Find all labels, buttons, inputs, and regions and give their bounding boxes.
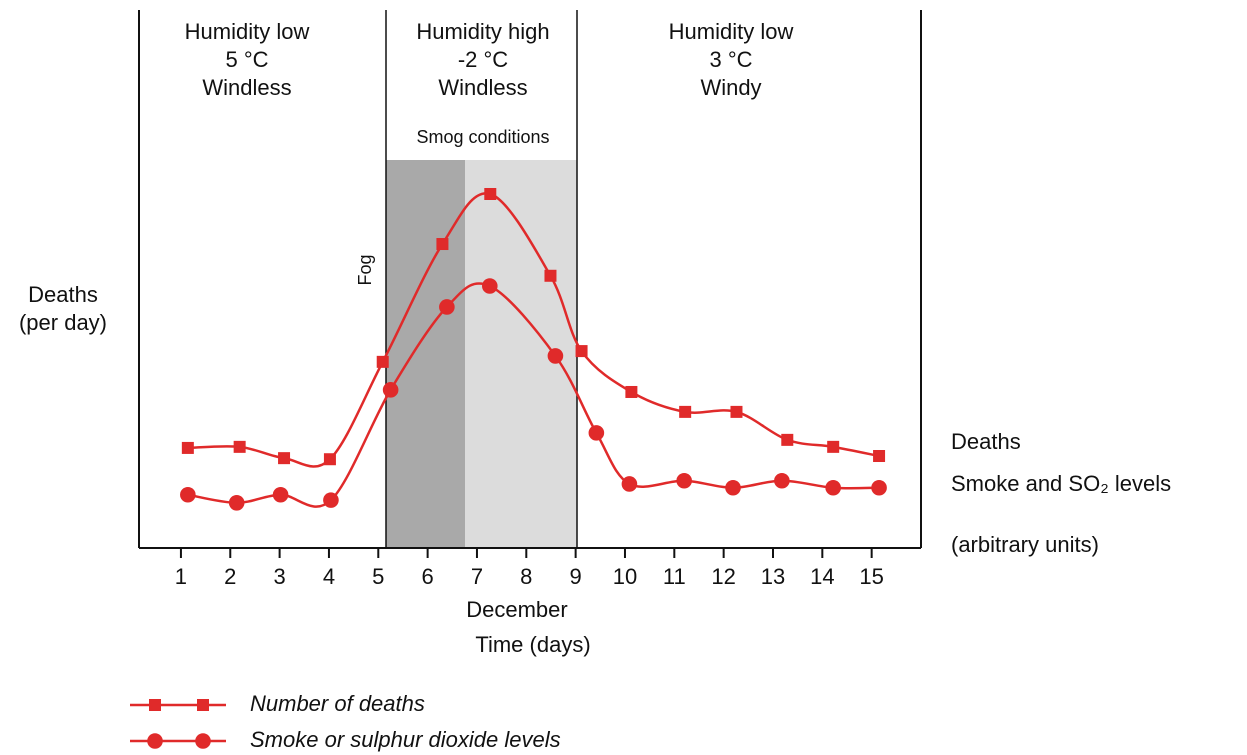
region-text: Humidity low bbox=[669, 19, 794, 44]
marker bbox=[781, 433, 794, 446]
region-text: 3 °C bbox=[709, 47, 752, 72]
marker bbox=[382, 382, 399, 398]
y-label: Deaths bbox=[28, 282, 98, 307]
smog-label: Smog conditions bbox=[416, 127, 549, 147]
marker bbox=[621, 476, 638, 492]
marker bbox=[676, 472, 692, 489]
region-text: Humidity low bbox=[185, 19, 310, 44]
region-text: Windless bbox=[202, 75, 291, 100]
marker bbox=[679, 405, 692, 418]
x-tick-label: 4 bbox=[323, 564, 335, 589]
marker bbox=[278, 452, 291, 465]
fog-label: Fog bbox=[355, 254, 375, 285]
marker bbox=[871, 479, 887, 496]
x-tick-label: 11 bbox=[663, 564, 686, 589]
x-tick-label: 8 bbox=[520, 564, 532, 589]
marker bbox=[147, 733, 163, 749]
marker bbox=[547, 348, 564, 364]
right-label: Smoke and SO₂ levels bbox=[951, 471, 1171, 496]
region-text: Humidity high bbox=[416, 19, 549, 44]
marker bbox=[181, 441, 194, 454]
x-tick-label: 6 bbox=[421, 564, 433, 589]
x-tick-label: 10 bbox=[613, 564, 637, 589]
marker bbox=[544, 269, 557, 282]
marker bbox=[195, 733, 211, 749]
marker bbox=[825, 479, 841, 496]
x-tick-label: 15 bbox=[859, 564, 883, 589]
marker bbox=[180, 486, 196, 503]
marker bbox=[873, 450, 886, 463]
marker bbox=[436, 238, 449, 251]
marker bbox=[484, 187, 497, 200]
marker bbox=[774, 472, 790, 489]
marker bbox=[376, 355, 389, 368]
marker bbox=[439, 299, 455, 315]
marker bbox=[323, 453, 336, 466]
x-tick-label: 7 bbox=[471, 564, 483, 589]
marker bbox=[730, 405, 743, 418]
marker bbox=[233, 440, 246, 453]
marker bbox=[228, 495, 245, 511]
marker bbox=[827, 440, 840, 453]
right-label: Deaths bbox=[951, 429, 1021, 454]
x-tick-label: 5 bbox=[372, 564, 384, 589]
y-label: (per day) bbox=[19, 310, 107, 335]
marker bbox=[323, 492, 339, 508]
x-tick-label: 1 bbox=[175, 564, 187, 589]
series-line bbox=[187, 192, 880, 468]
region-text: Windless bbox=[438, 75, 527, 100]
region-text: Windy bbox=[700, 75, 761, 100]
marker bbox=[481, 278, 498, 294]
legend-label: Smoke or sulphur dioxide levels bbox=[250, 727, 561, 752]
region-text: 5 °C bbox=[225, 47, 268, 72]
fog-band bbox=[386, 160, 465, 548]
marker bbox=[575, 345, 588, 358]
marker bbox=[588, 425, 605, 441]
x-label: Time (days) bbox=[475, 632, 590, 657]
legend-label: Number of deaths bbox=[250, 691, 425, 716]
region-text: -2 °C bbox=[458, 47, 508, 72]
x-tick-label: 9 bbox=[570, 564, 582, 589]
marker bbox=[149, 699, 161, 711]
marker bbox=[272, 486, 289, 503]
x-tick-label: 13 bbox=[761, 564, 785, 589]
series-line bbox=[187, 282, 880, 508]
x-tick-label: 2 bbox=[224, 564, 236, 589]
x-tick-label: 12 bbox=[711, 564, 735, 589]
marker bbox=[725, 479, 741, 496]
x-tick-label: 3 bbox=[273, 564, 285, 589]
marker bbox=[625, 385, 638, 398]
x-label: December bbox=[466, 597, 567, 622]
marker bbox=[197, 699, 209, 711]
units-note: (arbitrary units) bbox=[951, 532, 1099, 557]
x-tick-label: 14 bbox=[810, 564, 834, 589]
